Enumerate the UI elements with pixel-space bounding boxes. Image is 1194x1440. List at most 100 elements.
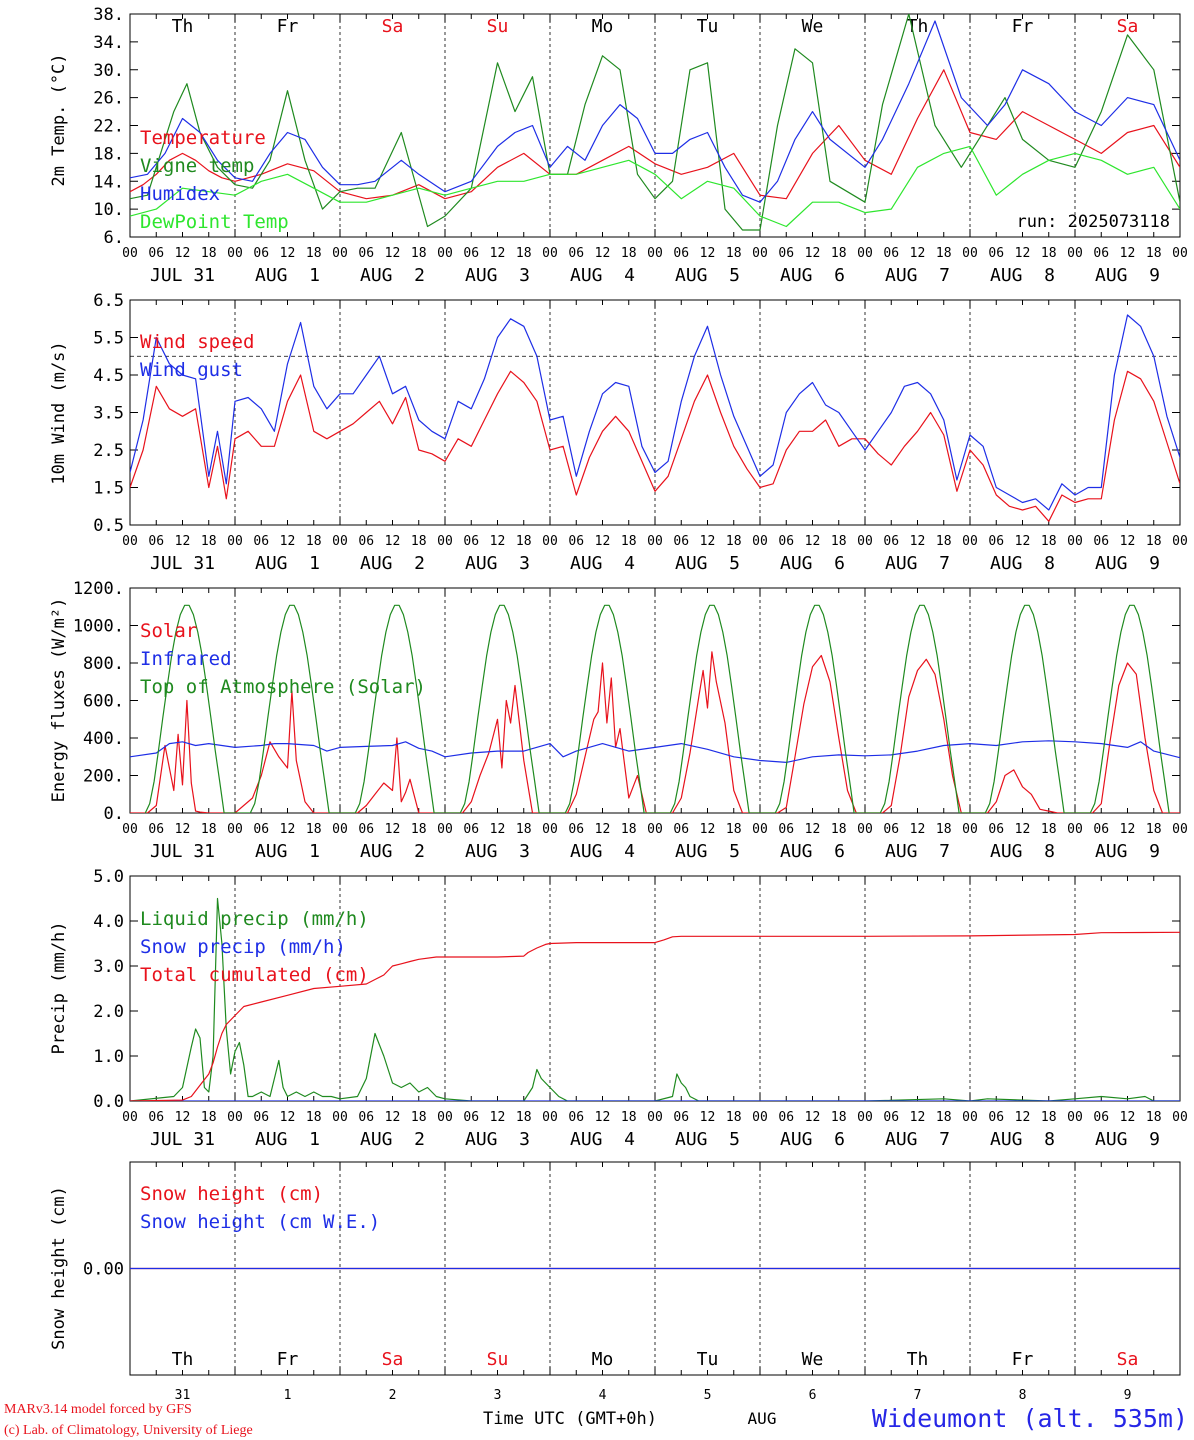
date-label: AUG 2 — [360, 553, 425, 574]
weekday-label: Tu — [697, 16, 719, 37]
date-label: AUG 2 — [360, 841, 425, 862]
month-label: AUG — [748, 1409, 777, 1428]
hour-tick-label: 12 — [805, 822, 821, 837]
legend-entry: Humidex — [140, 183, 220, 205]
weekday-label: Mo — [592, 1349, 614, 1370]
series-line-temperature — [130, 69, 1180, 200]
date-label: AUG 1 — [255, 265, 320, 286]
series-line-humidex — [130, 20, 1180, 203]
hour-tick-label: 12 — [385, 1110, 401, 1125]
x-axis-title: Time UTC (GMT+0h) — [483, 1409, 657, 1429]
date-label: AUG 3 — [465, 1129, 530, 1150]
y-tick-label: 3.0 — [93, 957, 124, 977]
weekday-label: Su — [487, 16, 509, 37]
hour-tick-label: 06 — [673, 534, 689, 549]
y-tick-label: 1200. — [73, 579, 124, 599]
hour-tick-label: 00 — [857, 822, 873, 837]
hour-tick-label: 12 — [490, 822, 506, 837]
hour-tick-label: 12 — [1015, 246, 1031, 261]
day-number-label: 2 — [389, 1388, 397, 1403]
y-tick-label: 22. — [93, 117, 124, 137]
hour-tick-label: 00 — [227, 534, 243, 549]
y-tick-label: 400. — [83, 729, 124, 749]
hour-tick-label: 06 — [883, 822, 899, 837]
hour-tick-label: 06 — [148, 246, 164, 261]
hour-tick-label: 12 — [385, 534, 401, 549]
hour-tick-label: 18 — [306, 246, 322, 261]
legend-entry: Vigne temp — [140, 155, 254, 177]
hour-tick-label: 18 — [306, 534, 322, 549]
date-label: AUG 9 — [1095, 1129, 1160, 1150]
day-number-label: 5 — [704, 1388, 712, 1403]
hour-tick-label: 00 — [542, 534, 558, 549]
date-label: AUG 6 — [780, 841, 845, 862]
hour-tick-label: 18 — [1146, 534, 1162, 549]
y-axis-label: 10m Wind (m/s) — [49, 341, 69, 484]
hour-tick-label: 12 — [490, 1110, 506, 1125]
hour-tick-label: 18 — [1041, 246, 1057, 261]
date-label: JUL 31 — [150, 1129, 215, 1150]
y-tick-label: 26. — [93, 89, 124, 109]
hour-tick-label: 18 — [726, 246, 742, 261]
hour-tick-label: 18 — [201, 1110, 217, 1125]
hour-tick-label: 12 — [280, 534, 296, 549]
panel-1: 38. 34. 30. 26. 22. 18. 14. 10. 6. 2m Temp. (°C) 0… — [49, 5, 1188, 286]
date-label: AUG 7 — [885, 841, 950, 862]
hour-tick-label: 18 — [936, 1110, 952, 1125]
y-tick-label: 2.5 — [93, 441, 124, 461]
weekday-label: Su — [487, 1349, 509, 1370]
date-label: AUG 5 — [675, 265, 740, 286]
hour-tick-label: 00 — [857, 534, 873, 549]
hour-tick-label: 00 — [122, 822, 138, 837]
hour-tick-label: 06 — [463, 1110, 479, 1125]
hour-tick-label: 18 — [411, 822, 427, 837]
panel-2: 6.5 5.5 4.5 3.5 2.5 1.5 0.5 10m Wind (m/s) 00 06 1… — [49, 291, 1188, 574]
hour-tick-label: 00 — [227, 822, 243, 837]
date-label: AUG 3 — [465, 265, 530, 286]
footer: MARv3.14 model forced by GFS (c) Lab. of… — [4, 1402, 1188, 1438]
hour-tick-label: 06 — [148, 534, 164, 549]
date-label: AUG 9 — [1095, 553, 1160, 574]
legend-entry: Top of Atmosphere (Solar) — [140, 676, 426, 698]
date-label: AUG 6 — [780, 553, 845, 574]
legend-entry: Total cumulated (cm) — [140, 964, 369, 986]
weekday-label: Sa — [382, 16, 404, 37]
y-tick-label: 18. — [93, 144, 124, 164]
y-tick-label: 1.0 — [93, 1047, 124, 1067]
date-label: JUL 31 — [150, 553, 215, 574]
date-label: AUG 1 — [255, 1129, 320, 1150]
series-line-infrared — [130, 740, 1180, 763]
day-number-label: 4 — [599, 1388, 607, 1403]
hour-tick-label: 18 — [1041, 822, 1057, 837]
date-label: AUG 2 — [360, 1129, 425, 1150]
hour-tick-label: 00 — [647, 822, 663, 837]
series-line-total-cumulated-cm — [130, 931, 1180, 1101]
y-tick-label: 4.5 — [93, 366, 124, 386]
hour-tick-label: 12 — [700, 1110, 716, 1125]
hour-tick-label: 00 — [647, 534, 663, 549]
hour-tick-label: 06 — [778, 534, 794, 549]
hour-tick-label: 06 — [883, 1110, 899, 1125]
hour-tick-label: 00 — [542, 1110, 558, 1125]
hour-tick-label: 00 — [857, 246, 873, 261]
station-label: Wideumont (alt. 535m) — [872, 1404, 1188, 1433]
hour-tick-label: 00 — [227, 1110, 243, 1125]
hour-tick-label: 06 — [1093, 534, 1109, 549]
hour-tick-label: 12 — [700, 246, 716, 261]
hour-tick-label: 18 — [621, 534, 637, 549]
date-label: AUG 6 — [780, 265, 845, 286]
hour-tick-label: 18 — [1146, 1110, 1162, 1125]
y-tick-label: 600. — [83, 692, 124, 712]
date-label: AUG 8 — [990, 265, 1055, 286]
weekday-label: Th — [907, 16, 929, 37]
hour-tick-label: 12 — [1120, 822, 1136, 837]
hour-tick-label: 00 — [437, 1110, 453, 1125]
legend-entry: Snow height (cm) — [140, 1183, 323, 1205]
hour-tick-label: 18 — [516, 534, 532, 549]
hour-tick-label: 00 — [542, 822, 558, 837]
hour-tick-label: 06 — [988, 1110, 1004, 1125]
y-tick-label: 4.0 — [93, 912, 124, 932]
hour-tick-label: 00 — [542, 246, 558, 261]
weekday-label: Mo — [592, 16, 614, 37]
